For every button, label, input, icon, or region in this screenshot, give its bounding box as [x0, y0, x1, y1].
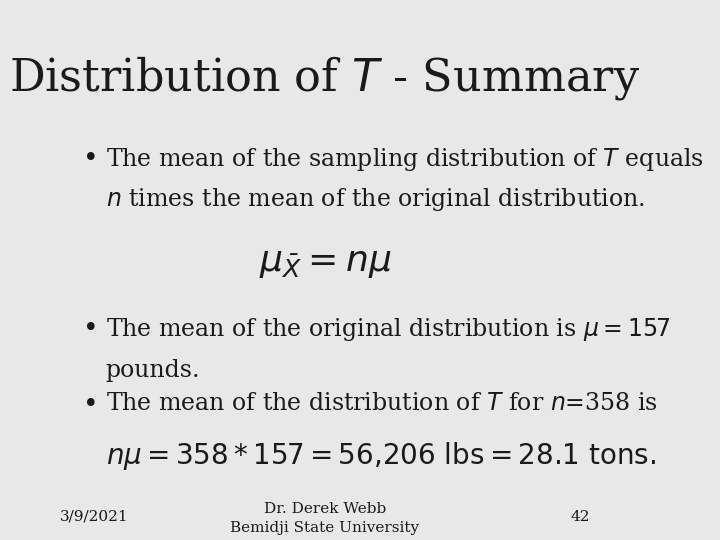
Text: $n\mu = 358 * 157 = 56{,}206 \text{ lbs} = 28.1 \text{ tons.}$: $n\mu = 358 * 157 = 56{,}206 \text{ lbs}…	[106, 440, 656, 472]
Text: pounds.: pounds.	[106, 359, 200, 382]
Text: The mean of the original distribution is $\mu = 157$: The mean of the original distribution is…	[106, 316, 670, 343]
Text: 3/9/2021: 3/9/2021	[60, 510, 128, 524]
Text: The mean of the distribution of $T$ for $n$=358 is: The mean of the distribution of $T$ for …	[106, 392, 658, 415]
Text: •: •	[83, 392, 99, 416]
Text: $n$ times the mean of the original distribution.: $n$ times the mean of the original distr…	[106, 186, 645, 213]
Text: 42: 42	[570, 510, 590, 524]
Text: $\mu_{\bar{X}} = n\mu$: $\mu_{\bar{X}} = n\mu$	[258, 246, 391, 280]
Text: Dr. Derek Webb: Dr. Derek Webb	[264, 502, 386, 516]
Text: •: •	[83, 316, 99, 341]
Text: •: •	[83, 146, 99, 171]
Text: Distribution of $T$ - Summary: Distribution of $T$ - Summary	[9, 54, 641, 102]
Text: Bemidji State University: Bemidji State University	[230, 521, 420, 535]
Text: The mean of the sampling distribution of $T$ equals: The mean of the sampling distribution of…	[106, 146, 703, 173]
